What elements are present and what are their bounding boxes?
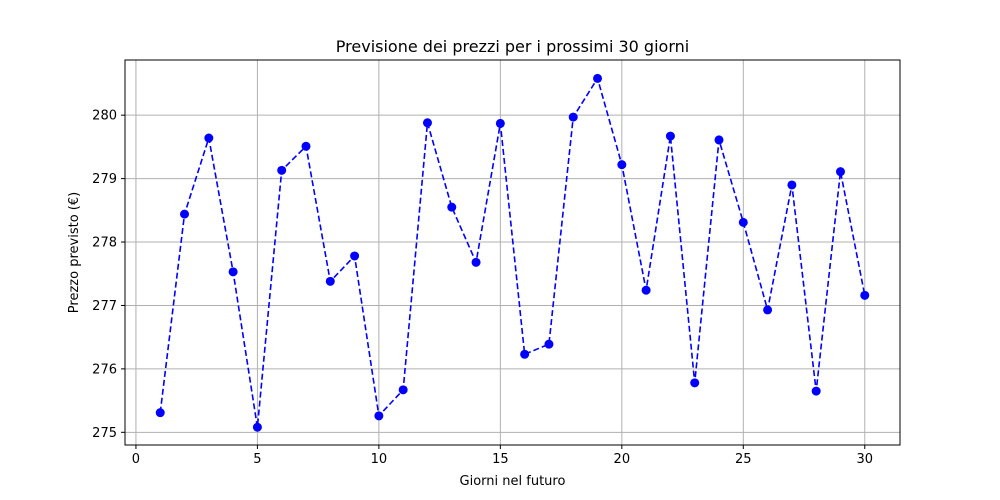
- y-tick-label: 275: [92, 426, 117, 441]
- chart-title: Previsione dei prezzi per i prossimi 30 …: [336, 37, 689, 56]
- data-point: [180, 209, 190, 219]
- data-point: [544, 339, 554, 349]
- x-tick-label: 30: [856, 452, 873, 467]
- data-point: [155, 408, 165, 418]
- axis-ticks: 0 5 10 15 20 25 30 275 276 277 278 279 280: [92, 109, 873, 467]
- data-point: [422, 118, 432, 128]
- data-point: [325, 276, 335, 286]
- x-tick-label: 15: [492, 452, 509, 467]
- x-tick-label: 10: [371, 452, 388, 467]
- data-point: [860, 290, 870, 300]
- data-point: [277, 165, 287, 175]
- series-layer: [155, 73, 870, 432]
- data-point: [252, 422, 262, 432]
- data-point: [204, 133, 214, 143]
- data-point: [811, 386, 821, 396]
- data-point: [617, 160, 627, 170]
- data-point: [787, 180, 797, 190]
- data-point: [447, 202, 457, 212]
- data-point: [738, 217, 748, 227]
- data-point: [641, 285, 651, 295]
- data-point: [398, 385, 408, 395]
- y-tick-label: 280: [92, 109, 117, 124]
- y-tick-label: 278: [92, 236, 117, 251]
- data-point: [835, 167, 845, 177]
- x-tick-label: 0: [132, 452, 140, 467]
- y-tick-label: 279: [92, 172, 117, 187]
- data-point: [568, 112, 578, 122]
- data-point: [471, 257, 481, 267]
- data-point: [593, 73, 603, 83]
- data-point: [714, 135, 724, 145]
- data-point: [690, 378, 700, 388]
- plot-area-frame: [124, 59, 901, 446]
- x-tick-label: 20: [614, 452, 631, 467]
- data-point: [495, 118, 505, 128]
- data-point: [301, 141, 311, 151]
- data-point: [350, 251, 360, 261]
- data-point: [665, 131, 675, 141]
- series-line: [159, 76, 866, 428]
- data-point: [228, 267, 238, 277]
- y-tick-label: 276: [92, 362, 117, 377]
- x-tick-label: 5: [253, 452, 261, 467]
- data-point: [763, 305, 773, 315]
- x-axis-label: Giorni nel futuro: [460, 474, 566, 489]
- y-axis-label: Prezzo previsto (€): [67, 192, 82, 313]
- data-point: [520, 349, 530, 359]
- x-tick-label: 25: [735, 452, 752, 467]
- data-point: [374, 411, 384, 421]
- y-tick-label: 277: [92, 299, 117, 314]
